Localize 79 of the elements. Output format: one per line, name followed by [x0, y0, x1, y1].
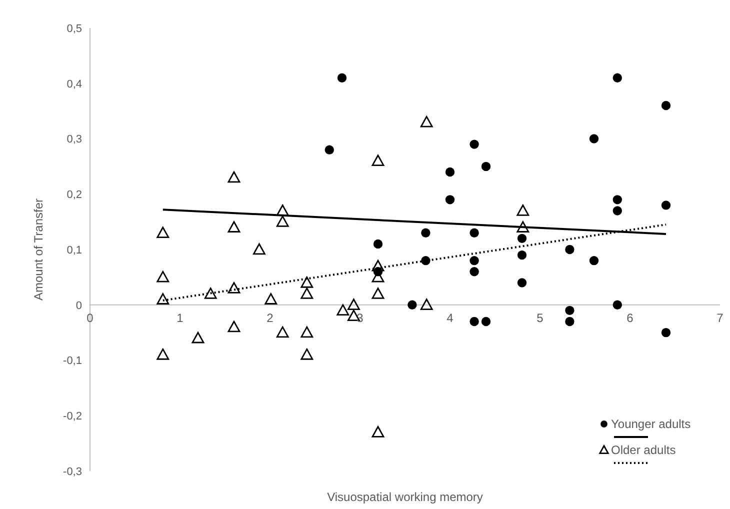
- x-tick-label: 2: [266, 310, 274, 325]
- point: [661, 200, 671, 210]
- point: [470, 228, 479, 238]
- point: [372, 426, 384, 438]
- point: [372, 154, 384, 166]
- point: [612, 195, 622, 204]
- point: [276, 204, 289, 216]
- point: [516, 221, 530, 232]
- point: [372, 260, 384, 272]
- point: [661, 100, 671, 110]
- point: [228, 221, 240, 232]
- point: [408, 300, 417, 310]
- point: [517, 234, 527, 244]
- point: [300, 276, 314, 288]
- point: [589, 256, 599, 266]
- point: [228, 282, 240, 294]
- point: [470, 267, 479, 276]
- point: [421, 256, 430, 266]
- point: [517, 250, 527, 260]
- point: [337, 73, 347, 82]
- y-tick-label: -0,2: [63, 410, 82, 423]
- point: [156, 348, 170, 360]
- y-tick-label: 0,3: [66, 134, 82, 146]
- point: [276, 326, 289, 338]
- y-tick-label: 0,2: [66, 189, 82, 202]
- point: [612, 73, 622, 82]
- y-axis-title: Amount of Transfer: [31, 198, 46, 301]
- point: [589, 134, 599, 144]
- y-tick-label: -0,3: [63, 466, 82, 478]
- y-tick-label: 0,5: [66, 22, 82, 35]
- y-tick-label: 0,1: [66, 244, 82, 256]
- x-tick-label: 5: [536, 310, 544, 325]
- point: [661, 328, 671, 338]
- point: [517, 278, 527, 288]
- point: [373, 239, 383, 249]
- point: [516, 204, 530, 216]
- point: [470, 316, 479, 326]
- point: [481, 316, 491, 326]
- point: [156, 270, 170, 282]
- point: [470, 256, 479, 266]
- x-tick-label: 7: [716, 310, 724, 325]
- x-tick-label: 0: [86, 310, 94, 325]
- point: [276, 216, 289, 227]
- point: [253, 243, 266, 255]
- point: [300, 348, 314, 360]
- point: [264, 293, 278, 304]
- legend-label: Younger adults: [611, 417, 691, 431]
- point: [612, 206, 622, 216]
- y-tick-label: -0,1: [63, 355, 82, 368]
- x-tick-label: 4: [446, 310, 454, 325]
- legend-label: Older adults: [611, 443, 676, 457]
- point: [420, 116, 433, 128]
- point: [612, 300, 622, 310]
- point: [204, 288, 217, 299]
- point: [445, 167, 455, 177]
- point: [228, 171, 240, 183]
- point: [481, 162, 491, 172]
- point: [565, 244, 574, 254]
- point: [372, 288, 384, 299]
- point: [228, 320, 240, 332]
- x-axis-title: Visuospatial working memory: [327, 490, 483, 504]
- point: [565, 306, 574, 316]
- y-tick-label: 0,4: [66, 78, 82, 90]
- point: [470, 140, 479, 149]
- point: [445, 195, 455, 204]
- point: [300, 288, 314, 299]
- point: [420, 298, 433, 310]
- point: [192, 332, 204, 344]
- point: [348, 298, 360, 310]
- point: [421, 228, 430, 238]
- point: [324, 145, 334, 154]
- x-tick-label: 6: [626, 310, 634, 325]
- point: [565, 316, 574, 326]
- point: [156, 226, 170, 238]
- point: [336, 304, 350, 316]
- x-tick-label: 1: [176, 310, 184, 325]
- y-tick-label: 0: [76, 300, 82, 312]
- point: [156, 293, 170, 304]
- point: [300, 326, 314, 338]
